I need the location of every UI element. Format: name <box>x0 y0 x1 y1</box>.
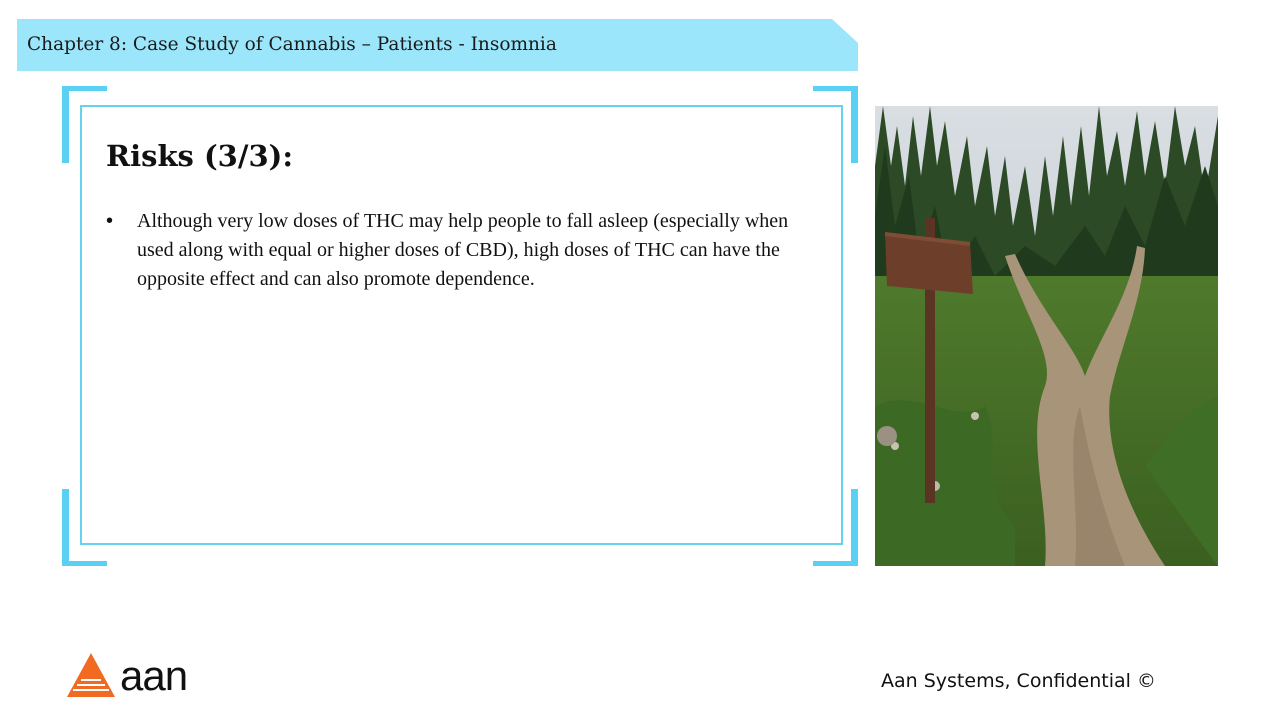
frame-corner-bottom-left <box>62 489 107 566</box>
content-frame-decoration <box>62 86 858 566</box>
bullet-text: Although very low doses of THC may help … <box>137 210 789 290</box>
aan-logo-wordmark: aan <box>120 652 188 699</box>
frame-corner-top-left <box>62 86 107 163</box>
content-box: Risks (3/3): • Although very low doses o… <box>80 105 843 545</box>
aan-logo-mark-icon <box>67 653 115 697</box>
bullet-list: • Although very low doses of THC may hel… <box>106 207 806 294</box>
confidential-footer: Aan Systems, Confidential © <box>881 670 1156 692</box>
aan-logo: aan <box>67 652 197 703</box>
slide-heading: Risks (3/3): <box>106 139 294 173</box>
slide-chapter-title: Chapter 8: Case Study of Cannabis – Pati… <box>27 34 557 55</box>
frame-corner-top-right <box>813 86 858 163</box>
forest-trail-photo <box>875 106 1218 566</box>
list-item: • Although very low doses of THC may hel… <box>106 207 806 294</box>
frame-corner-bottom-right <box>813 489 858 566</box>
bullet-marker: • <box>106 210 114 232</box>
header-band: Chapter 8: Case Study of Cannabis – Pati… <box>17 19 858 71</box>
